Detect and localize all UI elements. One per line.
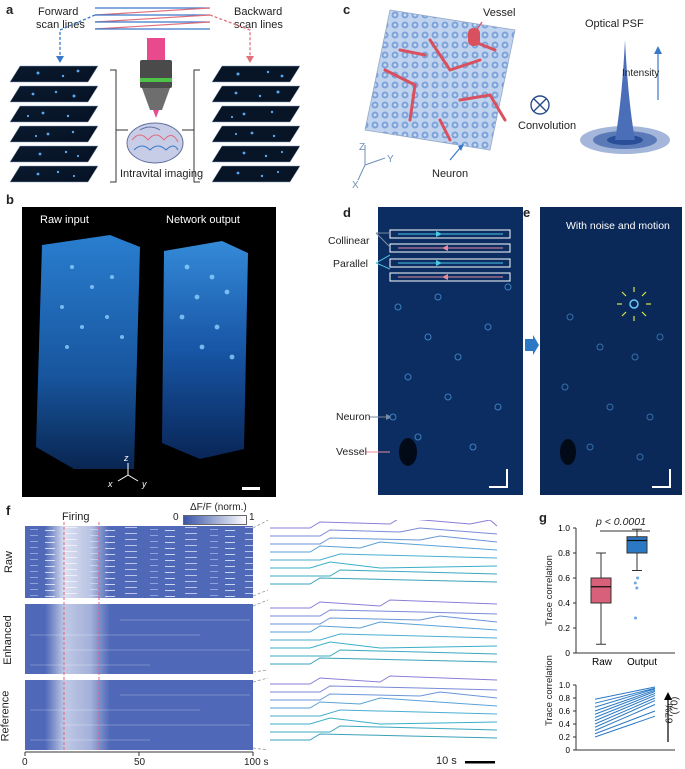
raw-input-label: Raw input — [40, 214, 89, 226]
box-outlier — [634, 617, 637, 620]
line-ytick: 0.8 — [559, 694, 571, 703]
backward-image-stack — [210, 64, 310, 189]
line-ytick: 0 — [566, 746, 571, 755]
count-label: (70) — [669, 697, 680, 715]
box-outlier — [634, 582, 637, 585]
svg-text:y: y — [141, 479, 147, 489]
line-ytick: 0.4 — [559, 720, 571, 729]
box-output — [627, 537, 647, 553]
noise-motion-label: With noise and motion — [566, 220, 670, 232]
parallel-label: Parallel — [333, 258, 368, 270]
g-ylabel-bottom: Trace correlation — [544, 655, 555, 726]
g-ylabel-top: Trace correlation — [544, 555, 555, 626]
panel-label-f: f — [6, 503, 10, 518]
neuron-label-c: Neuron — [432, 168, 468, 180]
neuron-label-d: Neuron — [336, 411, 370, 423]
fov-image-e — [540, 207, 682, 495]
svg-text:x: x — [107, 479, 113, 489]
panel-label-e: e — [523, 205, 530, 220]
x-tick-50: 50 — [134, 757, 145, 768]
vessel-label-c: Vessel — [483, 7, 515, 19]
time-scale-label: 10 s — [436, 755, 457, 767]
intravital-label: Intravital imaging — [120, 168, 203, 180]
d-to-e-arrow — [523, 335, 539, 355]
row-label-reference: Reference — [0, 691, 11, 742]
line-ytick: 0.2 — [559, 733, 571, 742]
line-ytick: 1.0 — [559, 681, 571, 690]
x-tick-100: 100 s — [244, 757, 268, 768]
collinear-label: Collinear — [328, 235, 369, 247]
intensity-label: Intensity — [622, 68, 659, 79]
box-outlier — [635, 587, 638, 590]
box-outlier — [636, 577, 639, 580]
network-output-label: Network output — [166, 214, 240, 226]
optical-psf-label: Optical PSF — [585, 18, 644, 30]
box-ytick: 0.4 — [558, 598, 570, 608]
box-ytick: 0 — [565, 648, 570, 658]
vessel-label-d: Vessel — [336, 446, 367, 458]
box-ytick: 1.0 — [558, 523, 570, 533]
tissue-volume-diagram: Z Y X — [340, 0, 685, 200]
x-tick-0: 0 — [22, 757, 28, 768]
convolution-label: Convolution — [518, 120, 576, 132]
colorbar-title: ΔF/F (norm.) — [190, 502, 247, 513]
box-raw — [591, 578, 611, 603]
box-plot: 0 0.2 0.4 0.6 0.8 1.0 0 0.2 0.4 0.6 0.8 1.0 Raw Ou… — [540, 520, 685, 769]
row-label-enhanced: Enhanced — [2, 615, 14, 665]
row-label-raw: Raw — [3, 551, 15, 573]
line-ytick: 0.6 — [559, 707, 571, 716]
fov-image-d-overlay — [378, 207, 523, 495]
svg-text:Y: Y — [387, 154, 394, 165]
forward-image-stack — [8, 64, 108, 189]
panel-label-b: b — [6, 192, 14, 207]
volume-renders: z x y — [22, 207, 276, 497]
box-ytick: 0.8 — [558, 548, 570, 558]
box-ytick: 0.6 — [558, 573, 570, 583]
box-ytick: 0.2 — [558, 623, 570, 633]
svg-text:X: X — [352, 180, 359, 191]
svg-text:Z: Z — [359, 142, 365, 153]
box-cat-raw: Raw — [592, 657, 613, 668]
box-cat-output: Output — [627, 657, 657, 668]
svg-text:z: z — [123, 453, 129, 463]
